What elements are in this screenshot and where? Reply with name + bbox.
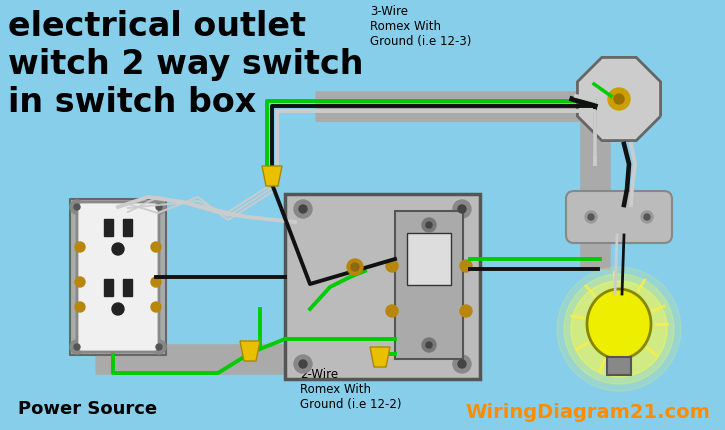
Circle shape [152,340,166,354]
Text: 3-Wire
Romex With
Ground (i.e 12-3): 3-Wire Romex With Ground (i.e 12-3) [370,5,471,48]
Circle shape [75,277,85,287]
Circle shape [453,355,471,373]
Circle shape [70,200,84,215]
Circle shape [641,212,653,224]
Circle shape [294,355,312,373]
Circle shape [112,303,124,315]
Circle shape [614,95,624,105]
Circle shape [386,305,398,317]
Circle shape [156,205,162,211]
Circle shape [151,243,161,252]
Polygon shape [240,341,260,361]
Text: in switch box: in switch box [8,86,256,119]
Polygon shape [262,166,282,187]
FancyBboxPatch shape [566,191,672,243]
Circle shape [426,222,432,228]
Circle shape [351,264,359,271]
Polygon shape [587,289,651,359]
Circle shape [571,281,667,377]
Circle shape [588,215,594,221]
Circle shape [460,261,472,272]
Circle shape [152,200,166,215]
Polygon shape [577,58,660,141]
Text: electrical outlet: electrical outlet [8,10,306,43]
Circle shape [422,218,436,233]
Circle shape [294,200,312,218]
Circle shape [458,206,466,214]
Bar [123,219,132,237]
Circle shape [299,360,307,368]
Circle shape [112,243,124,255]
Circle shape [299,206,307,214]
Circle shape [74,205,80,211]
Bar [70,200,166,355]
Bar [285,194,480,379]
Circle shape [151,302,161,312]
Bar [395,212,463,359]
Bar [104,280,113,296]
FancyBboxPatch shape [77,203,159,352]
Circle shape [75,243,85,252]
Bar [104,219,113,237]
Circle shape [151,277,161,287]
Bar [607,357,631,375]
Text: Power Source: Power Source [18,399,157,417]
Circle shape [75,302,85,312]
Circle shape [557,267,681,391]
Circle shape [347,259,363,275]
Circle shape [453,200,471,218]
Circle shape [460,305,472,317]
Circle shape [608,89,630,111]
Text: 2-Wire
Romex With
Ground (i.e 12-2): 2-Wire Romex With Ground (i.e 12-2) [300,367,402,410]
Polygon shape [370,347,390,367]
Bar [407,233,451,286]
Bar [123,280,132,296]
Text: witch 2 way switch: witch 2 way switch [8,48,363,81]
Circle shape [74,344,80,350]
Circle shape [422,338,436,352]
Circle shape [644,215,650,221]
Text: WiringDiagram21.com: WiringDiagram21.com [465,402,710,421]
Circle shape [70,340,84,354]
Circle shape [585,212,597,224]
Circle shape [426,342,432,348]
Circle shape [386,261,398,272]
Circle shape [564,274,674,384]
Circle shape [156,344,162,350]
Circle shape [458,360,466,368]
